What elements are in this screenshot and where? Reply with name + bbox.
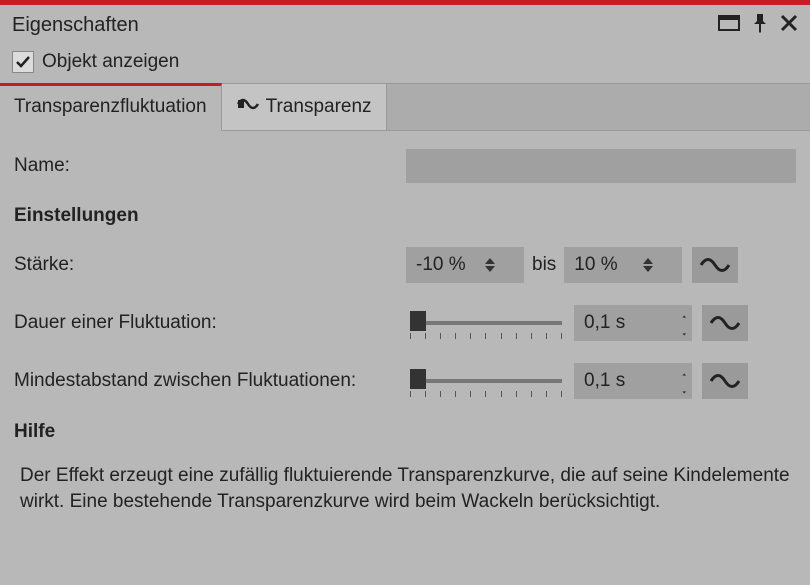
show-object-row: Objekt anzeigen	[0, 45, 810, 83]
strength-to-value: 10 %	[574, 254, 634, 276]
panel-content: Name: Einstellungen Stärke: -10 % bis 10…	[0, 131, 810, 585]
strength-from-spinner[interactable]: -10 %	[406, 247, 524, 283]
tab-transparenz[interactable]: Transparenz	[222, 84, 387, 130]
show-object-label: Objekt anzeigen	[42, 51, 179, 73]
help-text: Der Effekt erzeugt eine zufällig fluktui…	[14, 463, 796, 514]
tab-label: Transparenz	[266, 96, 372, 118]
strength-to-spinner[interactable]: 10 %	[564, 247, 682, 283]
duration-curve-button[interactable]	[702, 305, 748, 341]
dock-icon[interactable]	[718, 15, 740, 36]
close-icon[interactable]	[780, 14, 798, 37]
strength-curve-button[interactable]	[692, 247, 738, 283]
strength-row: Stärke: -10 % bis 10 %	[14, 247, 796, 283]
slider-track	[410, 321, 562, 325]
pin-icon[interactable]	[752, 13, 768, 38]
strength-from-value: -10 %	[416, 254, 476, 276]
slider-ticks	[410, 333, 562, 339]
tab-label: Transparenzfluktuation	[14, 96, 207, 118]
slider-thumb[interactable]	[410, 369, 426, 389]
transparency-icon	[236, 94, 260, 120]
tab-bar: Transparenzfluktuation Transparenz	[0, 83, 810, 131]
slider-ticks	[410, 391, 562, 397]
name-label: Name:	[14, 155, 406, 177]
name-row: Name:	[14, 149, 796, 183]
strength-between-label: bis	[532, 254, 556, 276]
spinner-arrows-icon[interactable]	[682, 305, 686, 341]
duration-row: Dauer einer Fluktuation: 0,1 s	[14, 305, 796, 341]
settings-heading: Einstellungen	[14, 205, 796, 227]
help-heading: Hilfe	[14, 421, 796, 443]
duration-spinner[interactable]: 0,1 s	[574, 305, 692, 341]
duration-slider[interactable]	[406, 305, 566, 341]
spinner-arrows-icon[interactable]	[484, 257, 496, 273]
mingap-row: Mindestabstand zwischen Fluktuationen: 0…	[14, 363, 796, 399]
duration-value: 0,1 s	[584, 312, 682, 334]
show-object-checkbox[interactable]	[12, 51, 34, 73]
slider-thumb[interactable]	[410, 311, 426, 331]
mingap-value: 0,1 s	[584, 370, 682, 392]
mingap-spinner[interactable]: 0,1 s	[574, 363, 692, 399]
spinner-arrows-icon[interactable]	[682, 363, 686, 399]
panel-title: Eigenschaften	[12, 14, 718, 37]
name-input[interactable]	[406, 149, 796, 183]
mingap-curve-button[interactable]	[702, 363, 748, 399]
mingap-label: Mindestabstand zwischen Fluktuationen:	[14, 370, 406, 392]
tab-transparenzfluktuation[interactable]: Transparenzfluktuation	[0, 83, 222, 131]
window-controls	[718, 13, 798, 38]
properties-panel: Eigenschaften Objekt anzeigen Transparen…	[0, 0, 810, 585]
titlebar: Eigenschaften	[0, 5, 810, 45]
spinner-arrows-icon[interactable]	[642, 257, 654, 273]
strength-label: Stärke:	[14, 254, 406, 276]
duration-label: Dauer einer Fluktuation:	[14, 312, 406, 334]
slider-track	[410, 379, 562, 383]
mingap-slider[interactable]	[406, 363, 566, 399]
